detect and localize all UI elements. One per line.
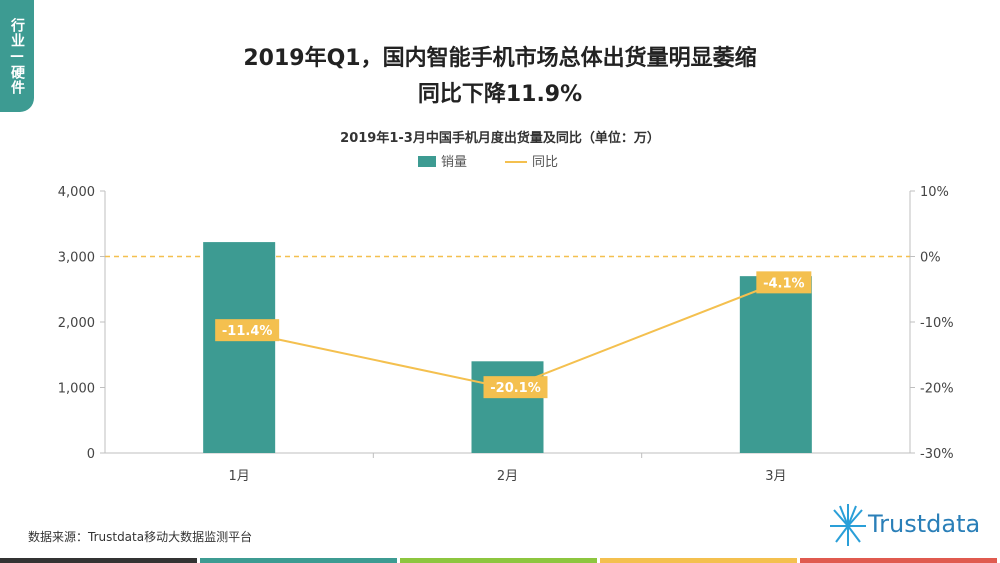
y-left-tick-label: 2,000 — [58, 316, 95, 331]
yoy-label-box — [483, 376, 548, 399]
legend-swatch-bar — [418, 156, 436, 167]
page-title-line-2: 同比下降11.9% — [417, 82, 583, 107]
side-category-tab: 行业—硬件 — [0, 0, 34, 112]
bar-sales — [471, 361, 544, 453]
legend-label-line: 同比 — [532, 155, 558, 170]
y-left-tick-label: 0 — [87, 447, 95, 462]
logo-wordmark: Trustdata — [868, 510, 981, 538]
bar-sales — [739, 276, 812, 453]
yoy-data-label: -4.1% — [763, 276, 804, 291]
bottom-strip-segment — [800, 558, 997, 563]
y-left-tick-label: 3,000 — [58, 251, 95, 266]
side-tab-label: 行业—硬件 — [9, 17, 25, 95]
bottom-strip-segment — [400, 558, 597, 563]
bottom-strip-segment — [0, 558, 197, 563]
y-right-tick-label: -30% — [920, 447, 954, 462]
trustdata-logo: Trustdata — [828, 500, 993, 550]
bottom-color-strip — [0, 558, 1000, 563]
y-left-tick-label: 1,000 — [58, 382, 95, 397]
yoy-label-box — [756, 271, 812, 294]
y-right-tick-label: -20% — [920, 382, 954, 397]
yoy-data-label: -11.4% — [222, 324, 273, 339]
yoy-data-label: -20.1% — [490, 381, 541, 396]
x-tick-label: 3月 — [765, 469, 786, 484]
y-left-tick-label: 4,000 — [58, 185, 95, 200]
starburst-logo-icon — [830, 504, 866, 546]
x-tick-label: 1月 — [229, 469, 250, 484]
bottom-strip-segment — [200, 558, 397, 563]
y-right-tick-label: 10% — [920, 185, 949, 200]
bar-sales — [203, 242, 276, 453]
legend-label-bar: 销量 — [441, 155, 467, 170]
data-source-note: 数据来源：Trustdata移动大数据监测平台 — [28, 530, 253, 544]
chart-title: 2019年1-3月中国手机月度出货量及同比（单位：万） — [340, 130, 660, 146]
y-right-tick-label: 0% — [920, 251, 941, 266]
bottom-strip-segment — [600, 558, 797, 563]
yoy-label-box — [215, 319, 280, 342]
y-right-tick-label: -10% — [920, 316, 954, 331]
page-title-line-1: 2019年Q1，国内智能手机市场总体出货量明显萎缩 — [243, 46, 757, 71]
combo-chart: 2019年1-3月中国手机月度出货量及同比（单位：万） 销量 同比 0 1,000 2,0… — [58, 130, 954, 484]
x-tick-label: 2月 — [497, 469, 518, 484]
